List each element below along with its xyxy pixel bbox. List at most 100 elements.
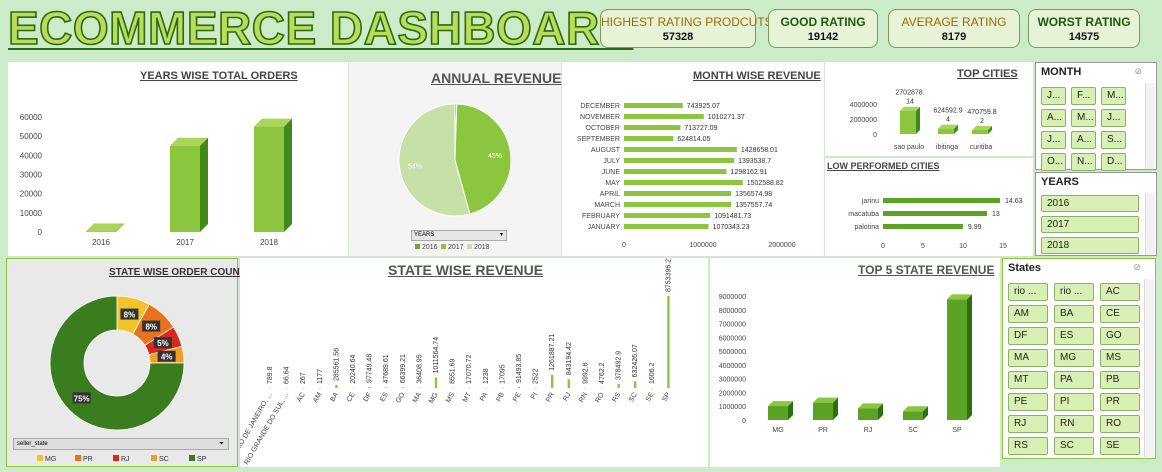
month-slicer-item[interactable]: J... — [1041, 87, 1066, 105]
data-label: 75% — [74, 394, 90, 403]
annual-revenue-panel[interactable]: ANNUAL REVENUE 0% 45% 54% 2016 2017 2018 YEAR… — [349, 62, 561, 256]
y-tick-label: AUGUST — [591, 147, 621, 154]
data-label-bg — [153, 337, 172, 349]
x-tick-label: DF — [363, 392, 374, 404]
years-slicer[interactable]: YEARS 2016 2017 2018 — [1035, 172, 1157, 256]
bar-top — [254, 118, 292, 127]
month-slicer-item[interactable]: S... — [1101, 131, 1126, 149]
state-revenue-panel[interactable]: STATE WISE REVENUE 789.8 RIO DE JANEIRO, … — [240, 258, 708, 467]
state-slicer-item[interactable]: rio ... — [1054, 283, 1094, 301]
month-slicer-item[interactable]: A... — [1041, 109, 1066, 127]
top5-state-revenue-panel[interactable]: TOP 5 STATE REVENUE 0 1000000 2000000 30000… — [710, 258, 1000, 467]
month-slicer-item[interactable]: J... — [1101, 109, 1126, 127]
bar — [254, 126, 284, 232]
state-order-count-panel[interactable]: STATE WISE ORDER COUNT 8% 8% 5% 4% 75% MG PR RJ… — [6, 258, 246, 467]
data-label: 285561.56 — [333, 348, 340, 381]
bar — [883, 198, 1001, 203]
state-slicer-item[interactable]: PR — [1100, 393, 1140, 411]
month-slicer-item[interactable]: F... — [1071, 87, 1096, 105]
y-tick-label: 50000 — [20, 132, 43, 141]
low-cities-chart: jarinu 14.63 macatuba 13 palotina 9.99 0 5 10 15 — [848, 198, 1023, 250]
state-slicer-item[interactable]: AC — [1100, 283, 1140, 301]
month-slicer-scrollbar[interactable] — [1145, 83, 1155, 169]
clear-filter-icon[interactable]: ⊘ — [1134, 66, 1142, 76]
data-label: 97749.48 — [367, 354, 374, 383]
state-slicer-item[interactable]: AM — [1008, 305, 1048, 323]
month-slicer-item[interactable]: M... — [1071, 109, 1096, 127]
state-slicer-item[interactable]: ES — [1054, 327, 1094, 345]
pie-data-label: 0% — [451, 118, 461, 125]
chart-title: LOW PERFORMED CITIES — [827, 161, 940, 171]
state-slicer-item[interactable]: RN — [1054, 415, 1094, 433]
bar — [858, 408, 878, 420]
low-cities-panel[interactable]: LOW PERFORMED CITIES jarinu 14.63 macatuba… — [825, 157, 1033, 256]
data-label: 8% — [145, 323, 157, 332]
state-slicer-item[interactable]: PB — [1100, 371, 1140, 389]
state-slicer-item[interactable]: PI — [1054, 393, 1094, 411]
years-filter-button[interactable]: YEARS ▾ — [411, 230, 507, 241]
state-slicer-item[interactable]: PA — [1054, 371, 1094, 389]
month-slicer-item[interactable]: N... — [1071, 153, 1096, 171]
top-cities-panel[interactable]: TOP CITIES 0 2000000 4000000 2702878. 14 sao … — [825, 62, 1033, 156]
bar — [634, 381, 637, 388]
month-slicer-item[interactable]: D... — [1101, 153, 1126, 171]
state-slicer-item[interactable]: CE — [1100, 305, 1140, 323]
x-tick-label: 5 — [921, 243, 925, 250]
legend-label: 2017 — [448, 244, 464, 251]
x-tick-label: PR — [818, 427, 828, 434]
years-orders-panel[interactable]: YEARS WISE TOTAL ORDERS 0 10000 20000 30000… — [8, 62, 348, 256]
month-slicer-item[interactable]: O... — [1041, 153, 1066, 171]
year-slicer-item[interactable]: 2016 — [1041, 195, 1139, 212]
bar — [903, 411, 923, 420]
state-slicer-item[interactable]: MS — [1100, 349, 1140, 367]
bar — [900, 110, 916, 134]
kpi-label: HIGHEST RATING PRODCUTS — [601, 15, 773, 29]
seller-state-filter-button[interactable]: seller_state ⏷ — [13, 438, 229, 450]
year-slicer-item[interactable]: 2018 — [1041, 237, 1139, 254]
state-slicer-item[interactable]: MG — [1054, 349, 1094, 367]
kpi-value: 14575 — [1068, 31, 1100, 43]
bar-top — [170, 137, 208, 146]
month-slicer-item[interactable]: M... — [1101, 87, 1126, 105]
month-slicer[interactable]: MONTH ⊘ J... F... M... A... M... J... J... A...… — [1035, 62, 1157, 171]
state-slicer-item[interactable]: SE — [1100, 437, 1140, 455]
y-tick-label: 7000000 — [719, 322, 746, 329]
y-tick-label: DECEMBER — [580, 103, 620, 110]
years-slicer-scrollbar[interactable] — [1145, 193, 1155, 255]
state-slicer-item[interactable]: GO — [1100, 327, 1140, 345]
state-slicer-item[interactable]: rio ... — [1008, 283, 1048, 301]
data-label: 20240.64 — [350, 354, 357, 383]
states-slicer-scrollbar[interactable] — [1144, 279, 1154, 457]
month-slicer-item[interactable]: A... — [1071, 131, 1096, 149]
x-tick-label: 2018 — [260, 238, 278, 247]
month-revenue-panel[interactable]: MONTH WISE REVENUE DECEMBER 743925.07 NOVE… — [562, 62, 824, 256]
x-tick-label: MT — [462, 391, 473, 404]
data-label: 2522 — [533, 368, 540, 384]
x-tick-label: RS — [611, 391, 622, 403]
state-slicer-item[interactable]: RJ — [1008, 415, 1048, 433]
state-slicer-item[interactable]: DF — [1008, 327, 1048, 345]
bar — [567, 379, 570, 388]
states-slicer[interactable]: States ⊘ rio ... rio ... AC AM BA CE DF ES GO MA M… — [1002, 258, 1156, 459]
y-tick-label: macatuba — [848, 211, 879, 218]
x-tick-label: CE — [346, 391, 357, 403]
state-slicer-item[interactable]: MT — [1008, 371, 1048, 389]
state-slicer-item[interactable]: PE — [1008, 393, 1048, 411]
state-slicer-item[interactable]: RO — [1100, 415, 1140, 433]
state-slicer-item[interactable]: RS — [1008, 437, 1048, 455]
bar — [385, 387, 388, 388]
legend-swatch — [151, 455, 157, 461]
clear-filter-icon[interactable]: ⊘ — [1133, 262, 1141, 272]
state-slicer-item[interactable]: SC — [1054, 437, 1094, 455]
bar-top — [86, 223, 124, 232]
year-slicer-item[interactable]: 2017 — [1041, 216, 1139, 233]
bar — [624, 202, 732, 207]
x-tick-label: sao paulo — [894, 144, 924, 151]
bar — [624, 213, 711, 218]
y-tick-label: NOVEMBER — [580, 114, 620, 121]
x-tick-label: 2016 — [92, 238, 110, 247]
data-label: 2702878. — [895, 90, 924, 97]
state-slicer-item[interactable]: BA — [1054, 305, 1094, 323]
month-slicer-item[interactable]: J... — [1041, 131, 1066, 149]
state-slicer-item[interactable]: MA — [1008, 349, 1048, 367]
